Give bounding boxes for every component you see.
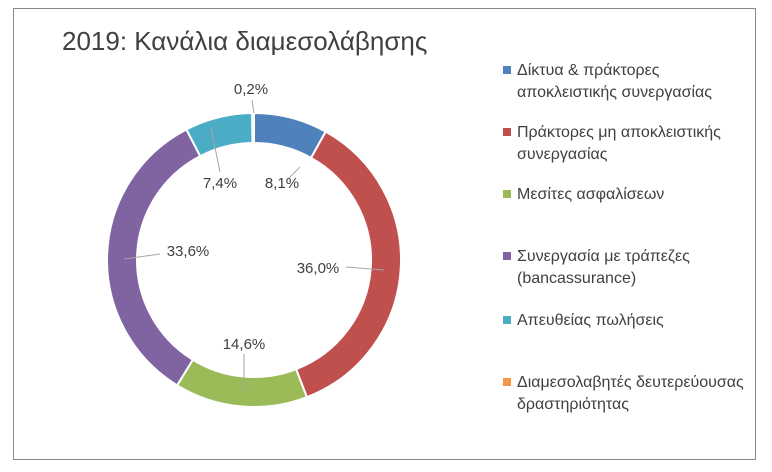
donut-slice [251,111,255,145]
legend-swatch [503,378,511,386]
donut-slice [175,358,309,408]
donut-slice [185,111,254,158]
data-label: 8,1% [265,175,299,192]
data-label: 0,2% [234,81,268,98]
legend-swatch [503,252,511,260]
legend-label: Συνεργασία με τράπεζες (bancassurance) [517,248,690,287]
legend-label: Μεσίτες ασφαλίσεων [517,186,665,203]
legend-label: Πράκτορες μη αποκλειστικής συνεργασίας [517,124,721,163]
data-label: 14,6% [223,336,266,353]
legend-swatch [503,66,511,74]
chart-title: 2019: Κανάλια διαμεσολάβησης [62,26,428,56]
legend-swatch [503,316,511,324]
legend-swatch [503,128,511,136]
data-label: 7,4% [203,175,237,192]
leader-line [251,99,255,114]
leader-line [345,266,385,271]
leader-line [210,127,221,173]
legend-label: Διαμεσολαβητές δευτερεύουσας δραστηριότη… [517,374,744,413]
data-label: 36,0% [297,260,340,277]
legend-swatch [503,190,511,198]
data-label: 33,6% [167,243,210,260]
leader-line [286,166,301,181]
leader-line [123,253,161,260]
legend-label: Δίκτυα & πράκτορες αποκλειστικής συνεργα… [517,62,712,101]
legend-label: Απευθείας πωλήσεις [517,312,664,329]
